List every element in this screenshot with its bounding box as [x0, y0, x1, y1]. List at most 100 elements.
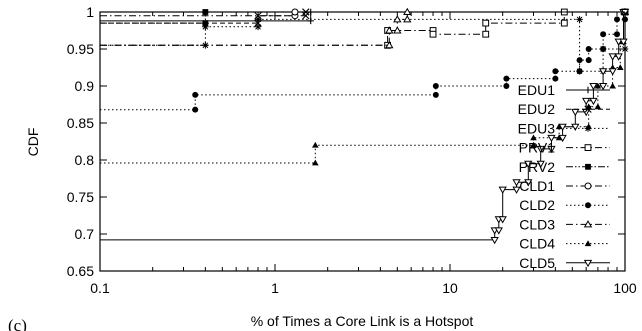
series-prv1-marker	[482, 30, 490, 38]
series-cld5-marker	[558, 123, 567, 132]
x-tick-label: 0.1	[90, 280, 110, 296]
series-edu2-line	[100, 11, 625, 24]
series-cld5-marker	[494, 227, 503, 235]
series-cld5-marker	[536, 160, 545, 169]
legend: EDU1 EDU2 EDU3 PRV1 PRV2 CLD1 CLD2 CLD3 CLD4 CLD5	[518, 82, 610, 271]
series-cld2-marker	[613, 16, 620, 23]
legend-item-cld2: CLD2	[519, 197, 610, 213]
y-tick-label: 0.95	[67, 41, 94, 57]
series-cld2-marker	[432, 91, 439, 98]
series-cld4-marker	[530, 141, 537, 148]
legend-label: EDU1	[518, 82, 556, 98]
series-cld4-marker	[530, 134, 537, 141]
series-cld1	[100, 8, 629, 20]
series-edu2	[100, 8, 629, 27]
legend-item-edu3: EDU3	[518, 120, 610, 136]
series-cld5-marker	[524, 179, 533, 187]
series-cld3-marker	[393, 26, 402, 34]
series-cld5-marker	[512, 179, 521, 187]
series-edu1	[100, 8, 629, 25]
legend-cld3-marker	[583, 220, 593, 228]
legend-edu1-marker	[584, 86, 592, 94]
series-cld2-marker	[192, 91, 199, 98]
series-cld2-marker	[576, 57, 583, 64]
series-cld5-marker	[524, 160, 533, 169]
series-cld4-marker	[555, 123, 563, 130]
series-edu1-marker	[307, 17, 315, 25]
series-cld5-marker	[614, 38, 623, 46]
series-cld3-marker	[385, 26, 394, 34]
series-cld5-marker	[498, 186, 507, 194]
series-cld5-marker	[589, 97, 598, 106]
series-cld2-marker	[552, 68, 559, 75]
series-cld2-marker	[600, 31, 607, 38]
series-cld5-marker	[547, 145, 556, 154]
series-prv1-marker	[482, 19, 490, 27]
series-prv1-line	[100, 11, 625, 46]
series-cld5-marker	[490, 236, 499, 245]
axis-ticks: 0.1 1 10 100 0.65 0.7 0.75 0.8 0.85 0.9 0.95 1	[67, 4, 637, 296]
y-tick-label: 0.65	[67, 263, 94, 279]
legend-item-edu2: EDU2	[518, 101, 610, 117]
series-cld5-marker	[498, 216, 507, 224]
series-cld3-marker	[393, 15, 402, 23]
legend-prv1-marker	[584, 144, 592, 151]
legend-item-cld5: CLD5	[519, 255, 610, 271]
series-cld2-marker	[503, 75, 510, 82]
legend-cld5-marker	[583, 259, 593, 268]
series-cld5-marker	[608, 68, 617, 76]
legend-item-cld3: CLD3	[519, 216, 610, 232]
series-prv2-line	[100, 11, 625, 24]
legend-label: CLD5	[519, 255, 555, 271]
series-edu3-marker	[576, 16, 583, 23]
series-cld2-marker	[552, 75, 559, 82]
legend-label: PRV1	[519, 140, 556, 156]
series-cld3	[100, 7, 630, 49]
legend-item-cld1: CLD1	[519, 178, 610, 194]
series-edu3-marker	[202, 23, 209, 31]
series-cld2-marker	[192, 106, 199, 113]
series-cld5-marker	[614, 53, 623, 61]
series-cld2-marker	[432, 83, 439, 89]
legend-item-cld4: CLD4	[519, 236, 610, 252]
x-tick-label: 1	[271, 280, 279, 296]
series-cld5-marker	[619, 38, 628, 46]
series-cld3-marker	[385, 40, 394, 49]
legend-cld4-marker	[584, 240, 592, 247]
series-cld3-marker	[403, 7, 412, 15]
legend-label: CLD2	[519, 197, 555, 213]
series-cld5-marker	[598, 68, 608, 76]
x-tick-label: 10	[442, 280, 458, 296]
series-edu3-line	[100, 18, 625, 72]
y-tick-label: 0.75	[67, 189, 94, 205]
legend-item-prv2: PRV2	[519, 159, 610, 175]
series-prv1-marker	[560, 19, 568, 27]
series-cld5-marker	[558, 134, 567, 143]
legend-label: CLD3	[519, 216, 555, 232]
series-cld2-marker	[613, 31, 620, 38]
series-cld4-marker	[594, 103, 602, 110]
series-cld5-marker	[582, 97, 591, 106]
series-cld2-marker	[600, 46, 607, 52]
series-cld5-marker	[547, 134, 556, 143]
series-cld3-line	[100, 11, 625, 46]
legend-cld2-marker	[585, 202, 591, 209]
legend-label: CLD4	[519, 236, 555, 252]
legend-prv2-marker	[585, 163, 591, 170]
series-edu3-marker	[254, 23, 262, 31]
series-cld2-marker	[585, 46, 592, 52]
series-prv2-marker	[202, 20, 209, 26]
series-prv1	[100, 8, 629, 49]
series-cld5-marker	[571, 123, 580, 132]
legend-label: PRV2	[519, 159, 556, 175]
y-tick-label: 0.85	[67, 115, 94, 131]
series-cld5-marker	[589, 83, 598, 91]
series-cld2-marker	[503, 83, 510, 89]
x-axis-label: % of Times a Core Link is a Hotspot	[251, 313, 474, 329]
series-cld4-marker	[312, 159, 319, 166]
panel-label: (c)	[8, 316, 27, 331]
series-prv1-marker	[429, 30, 437, 38]
series-cld5-marker	[512, 186, 521, 194]
series-cld4-marker	[609, 82, 616, 89]
series-cld1-marker	[291, 8, 299, 16]
